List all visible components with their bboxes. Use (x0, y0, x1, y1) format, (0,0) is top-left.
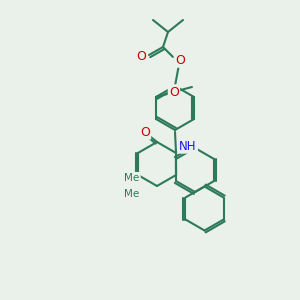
Text: O: O (140, 125, 150, 139)
Text: O: O (169, 85, 179, 98)
Text: Me: Me (124, 189, 140, 199)
Text: O: O (175, 53, 185, 67)
Text: Me: Me (124, 173, 140, 183)
Text: O: O (136, 50, 146, 62)
Text: NH: NH (179, 140, 197, 152)
